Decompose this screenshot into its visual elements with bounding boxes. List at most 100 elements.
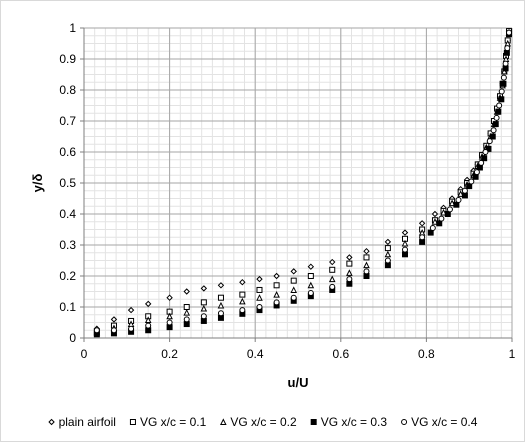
data-point <box>328 275 336 283</box>
x-axis-ticks: 0 0.2 0.4 0.6 0.8 1 <box>81 338 516 361</box>
legend-marker <box>129 419 136 425</box>
data-point <box>493 114 500 121</box>
data-point <box>307 281 315 289</box>
data-point <box>384 245 391 252</box>
data-point <box>453 201 460 208</box>
data-point <box>401 229 409 236</box>
data-point <box>346 276 353 283</box>
data-point <box>256 304 263 310</box>
data-point <box>273 299 280 306</box>
series-layer <box>93 27 513 338</box>
data-point <box>431 210 439 218</box>
data-point <box>200 313 207 320</box>
data-point <box>481 155 488 162</box>
legend-row: plain airfoil VG x/c = 0.1 VG x/c = 0.2 … <box>47 415 478 429</box>
data-point <box>504 45 511 52</box>
data-point <box>200 285 208 292</box>
y-tick-label: 0.8 <box>59 83 76 97</box>
data-point <box>440 208 447 216</box>
x-tick-label: 0.2 <box>161 347 178 361</box>
legend: plain airfoil VG x/c = 0.1 VG x/c = 0.2 … <box>47 415 478 429</box>
data-point <box>183 304 190 310</box>
data-point <box>498 96 505 103</box>
data-point <box>200 304 208 312</box>
data-point <box>256 294 263 301</box>
data-point <box>217 294 224 301</box>
data-point <box>217 310 224 317</box>
x-tick-label: 0.6 <box>332 347 349 361</box>
data-point <box>402 246 408 253</box>
x-tick-label: 0.4 <box>247 347 264 361</box>
legend-label: VG x/c = 0.2 <box>206 415 297 429</box>
data-point <box>444 211 451 217</box>
data-point <box>466 183 473 190</box>
data-point <box>110 316 118 323</box>
data-point <box>217 282 225 289</box>
data-point <box>127 306 135 314</box>
data-point <box>183 288 190 295</box>
data-point <box>144 300 152 308</box>
data-point <box>401 239 409 247</box>
y-tick-label: 0.4 <box>59 207 76 221</box>
data-point <box>502 60 509 67</box>
data-point <box>490 127 497 134</box>
data-point <box>489 133 496 140</box>
data-point <box>166 294 173 301</box>
data-point <box>290 294 297 301</box>
legend-marker <box>220 418 227 425</box>
data-point <box>239 297 246 305</box>
x-axis-title: u/U <box>288 375 309 390</box>
data-point <box>506 29 513 36</box>
data-point <box>363 247 370 255</box>
data-point <box>217 301 225 309</box>
data-point <box>346 260 353 267</box>
data-point <box>500 74 507 81</box>
x-tick-label: 1 <box>509 347 516 361</box>
data-point <box>307 273 314 279</box>
data-point <box>273 290 280 298</box>
y-tick-label: 0.9 <box>59 52 76 66</box>
legend-label: plain airfoil <box>47 415 116 429</box>
data-point <box>183 316 190 323</box>
data-point <box>363 254 370 261</box>
legend-label: VG x/c = 0.1 <box>116 415 207 429</box>
y-tick-label: 0.7 <box>59 114 76 128</box>
data-point <box>329 283 336 290</box>
data-point <box>384 250 392 258</box>
y-tick-label: 0.5 <box>59 176 76 190</box>
data-point <box>457 190 464 197</box>
data-point <box>93 327 100 334</box>
data-point <box>485 145 492 152</box>
y-tick-label: 1 <box>69 21 76 35</box>
data-point <box>418 220 426 227</box>
data-point <box>290 268 297 275</box>
data-point <box>239 278 246 286</box>
data-point <box>455 197 462 204</box>
data-point <box>346 269 353 276</box>
data-point <box>473 169 480 176</box>
legend-label: VG x/c = 0.3 <box>297 415 388 429</box>
series-1 <box>93 27 513 332</box>
y-tick-label: 0 <box>69 331 76 345</box>
y-axis-ticks: 0 0.1 0.2 0.3 0.4 0.5 0.6 0.7 0.8 0.9 1 <box>59 21 84 345</box>
data-point <box>431 218 439 225</box>
data-point <box>166 312 173 320</box>
x-tick-label: 0.8 <box>418 347 435 361</box>
data-point <box>436 220 443 227</box>
data-point <box>273 272 280 280</box>
data-point <box>384 257 391 264</box>
data-point <box>329 258 336 266</box>
y-tick-label: 0.6 <box>59 145 76 159</box>
data-point <box>495 108 502 115</box>
data-point <box>290 277 297 284</box>
data-point <box>346 254 353 261</box>
data-point <box>468 178 475 185</box>
data-point <box>145 322 152 329</box>
data-point <box>307 263 315 270</box>
data-point <box>482 149 489 155</box>
data-point <box>446 206 453 213</box>
x-tick-label: 0 <box>81 347 88 361</box>
legend-marker <box>401 419 408 425</box>
legend-marker <box>310 419 317 425</box>
